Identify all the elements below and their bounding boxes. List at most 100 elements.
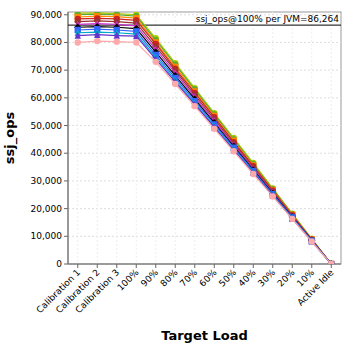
tick [233, 264, 234, 268]
tick-label: 90,000 [31, 10, 63, 20]
grid-line [68, 70, 341, 71]
plot-frame [68, 12, 341, 264]
tick [77, 264, 78, 268]
tick [253, 264, 254, 268]
tick [64, 208, 68, 209]
series-line [78, 27, 332, 264]
marker [192, 103, 198, 109]
tick [64, 125, 68, 126]
grid-line [68, 97, 341, 98]
marker [328, 261, 334, 264]
grid-line [116, 12, 117, 264]
marker [133, 32, 139, 39]
marker [231, 148, 237, 154]
grid-line [77, 12, 78, 264]
marker [94, 31, 100, 38]
tick-label: 50,000 [31, 121, 63, 131]
grid-line [68, 42, 341, 43]
grid-line [175, 12, 176, 264]
tick [311, 264, 312, 268]
tick-label: 90% [139, 267, 161, 289]
tick [64, 42, 68, 43]
grid-line [292, 12, 293, 264]
series-line [78, 24, 332, 264]
tick [64, 180, 68, 181]
tick [175, 264, 176, 268]
tick-label: 40% [236, 267, 258, 289]
marker [309, 238, 315, 244]
tick-label: 60% [197, 267, 219, 289]
tick [331, 264, 332, 268]
marker [75, 32, 81, 39]
series-line [78, 16, 332, 264]
grid-line [68, 208, 341, 209]
marker [75, 39, 81, 45]
tick-label: 0 [56, 259, 62, 269]
y-axis-title: ssj_ops [2, 112, 18, 165]
tick-label: 60,000 [31, 93, 63, 103]
y-axis [68, 12, 69, 264]
marker [114, 38, 120, 44]
tick [292, 264, 293, 268]
series-line [78, 35, 332, 264]
tick-label: 70,000 [31, 65, 63, 75]
tick-label: 40,000 [31, 148, 63, 158]
marker [270, 193, 276, 199]
grid-line [68, 153, 341, 154]
grid-line [331, 12, 332, 264]
marker [114, 32, 120, 39]
marks [68, 12, 341, 264]
tick [272, 264, 273, 268]
grid-line [136, 12, 137, 264]
series-line [78, 41, 332, 264]
grid-line [311, 12, 312, 264]
x-axis [68, 264, 341, 265]
annotation: ssj_ops@100% per JVM=86,264 [196, 14, 340, 24]
grid-line [68, 180, 341, 181]
marker [211, 126, 217, 132]
series-line [78, 32, 332, 264]
tick [155, 264, 156, 268]
tick-label: 20% [275, 267, 297, 289]
tick-label: 10,000 [31, 231, 63, 241]
series-line [78, 14, 332, 264]
series-line [78, 13, 332, 264]
tick-label: 30% [256, 267, 278, 289]
chart: 010,00020,00030,00040,00050,00060,00070,… [0, 0, 348, 348]
grid-line [97, 12, 98, 264]
series-line [78, 29, 332, 264]
tick-label: 30,000 [31, 176, 63, 186]
tick-label: 80% [158, 267, 180, 289]
series-line [78, 18, 332, 264]
marker [250, 171, 256, 177]
tick-label: Active Idle [295, 267, 336, 308]
tick [64, 70, 68, 71]
tick [116, 264, 117, 268]
marker [94, 38, 100, 44]
tick-label: 100% [115, 267, 141, 293]
tick [64, 97, 68, 98]
reference-line [68, 25, 341, 26]
tick [64, 236, 68, 237]
grid-line [272, 12, 273, 264]
tick [64, 264, 68, 265]
grid-line [68, 264, 341, 265]
tick [214, 264, 215, 268]
tick [194, 264, 195, 268]
grid-line [68, 236, 341, 237]
tick [64, 14, 68, 15]
tick [97, 264, 98, 268]
marker [153, 59, 159, 65]
marker [133, 39, 139, 45]
grid-line [194, 12, 195, 264]
grid-line [214, 12, 215, 264]
marker [172, 81, 178, 87]
marker [289, 216, 295, 222]
tick [64, 153, 68, 154]
tick-label: 50% [217, 267, 239, 289]
tick-label: Calibration 3 [73, 267, 121, 315]
grid-line [253, 12, 254, 264]
tick [136, 264, 137, 268]
x-axis-title: Target Load [161, 328, 248, 343]
series-line [78, 21, 332, 264]
